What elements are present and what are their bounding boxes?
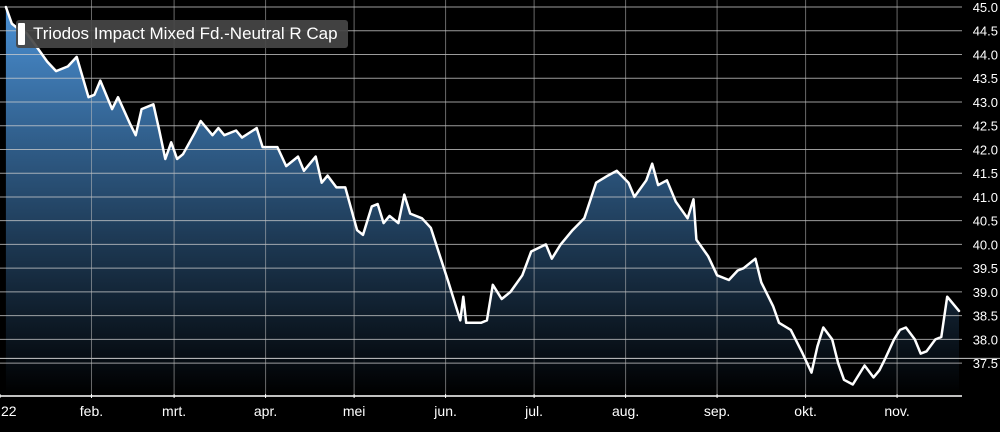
series-area [5,7,959,394]
x-tick-label: feb. [80,403,103,419]
y-tick-label: 39.0 [973,285,998,300]
y-tick-label: 37.5 [973,356,998,371]
legend-label: Triodos Impact Mixed Fd.-Neutral R Cap [33,24,338,43]
legend-swatch [18,23,25,45]
x-tick-label: 22 [1,403,17,419]
x-tick-label: okt. [794,403,817,419]
x-tick-label: nov. [884,403,909,419]
x-tick-label: jun. [433,403,457,419]
y-tick-label: 40.5 [973,214,998,229]
y-tick-label: 44.0 [973,47,998,62]
y-tick-label: 38.5 [973,309,998,324]
y-tick-label: 44.5 [973,24,998,39]
series-line [4,5,961,386]
y-tick-label: 38.0 [973,332,998,347]
y-tick-label: 41.0 [973,190,998,205]
x-tick-label: mei [343,403,366,419]
y-tick-label: 41.5 [973,166,998,181]
x-tick-label: sep. [704,403,730,419]
y-tick-label: 40.0 [973,237,998,252]
y-tick-label: 45.0 [973,0,998,15]
legend: Triodos Impact Mixed Fd.-Neutral R Cap [16,20,348,48]
y-tick-label: 43.0 [973,95,998,110]
y-tick-label: 43.5 [973,71,998,86]
y-tick-label: 39.5 [973,261,998,276]
x-tick-label: mrt. [162,403,186,419]
x-tick-label: apr. [254,403,277,419]
x-tick-label: jul. [524,403,543,419]
y-tick-label: 42.0 [973,142,998,157]
y-tick-label: 42.5 [973,119,998,134]
x-tick-label: aug. [612,403,639,419]
